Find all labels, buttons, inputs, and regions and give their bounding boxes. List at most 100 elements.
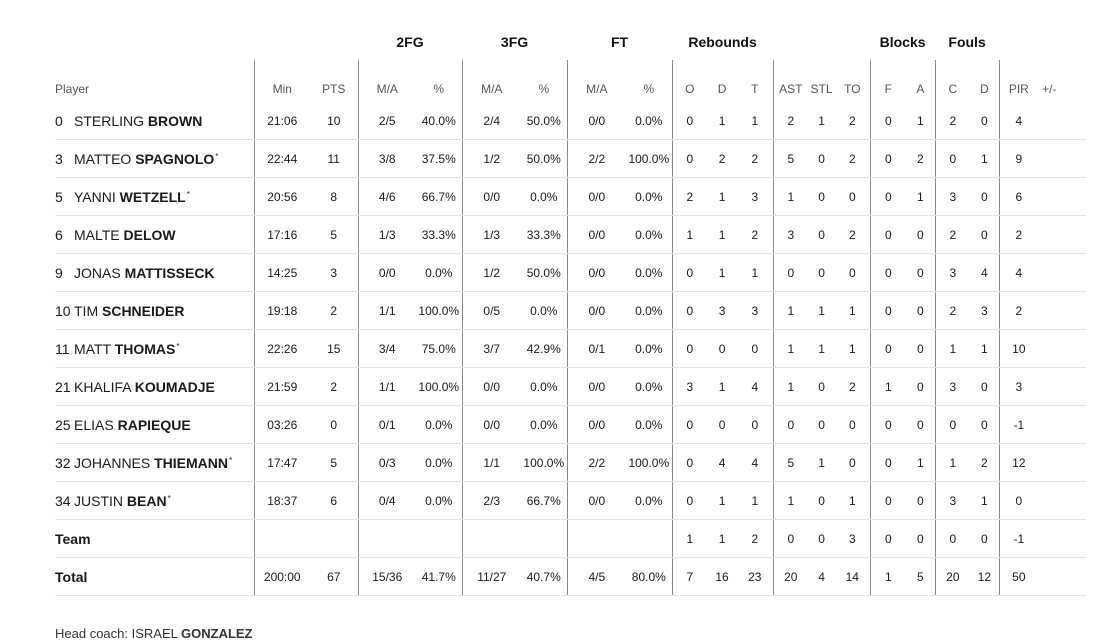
stat-fg3p: 0.0% — [521, 177, 568, 216]
player-cell[interactable]: 9 JONAS MATTISSECK — [55, 253, 254, 292]
stat-fg3: 1/1 — [461, 443, 522, 482]
stat-ft: 0/0 — [566, 177, 627, 216]
player-first-name: ELIAS — [74, 416, 114, 433]
stat-min: 17:47 — [253, 443, 310, 482]
stat-fg3p: 42.9% — [521, 329, 568, 368]
stat-fc: 0 — [934, 139, 971, 178]
head-coach-first: ISRAEL — [131, 626, 178, 641]
stat-pir: 3 — [998, 367, 1039, 406]
stat-to: 0 — [835, 405, 871, 444]
stat-o: 7 — [671, 557, 708, 596]
stat-ast: 1 — [772, 329, 809, 368]
stat-bf: 0 — [869, 139, 907, 178]
stat-fg3: 0/0 — [461, 367, 522, 406]
stat-ast: 1 — [772, 291, 809, 330]
stat-ba: 0 — [906, 329, 936, 368]
stat-ftp: 0.0% — [626, 177, 673, 216]
stat-t: 4 — [737, 443, 774, 482]
stat-pir: 0 — [998, 481, 1039, 520]
stat-pir: 6 — [998, 177, 1039, 216]
stat-ba: 1 — [906, 177, 936, 216]
stat-fg2 — [357, 519, 416, 558]
stat-ast: 5 — [772, 443, 809, 482]
stat-pir: 12 — [998, 443, 1039, 482]
stat-fg2: 1/1 — [357, 367, 416, 406]
player-cell[interactable]: 32 JOHANNES THIEMANN* — [55, 443, 254, 482]
stat-o: 3 — [671, 367, 708, 406]
stat-fd: 4 — [970, 253, 1000, 292]
player-cell[interactable]: 25 ELIAS RAPIEQUE — [55, 405, 254, 444]
stat-min: 21:06 — [253, 102, 310, 140]
group-fouls: Fouls — [948, 34, 986, 50]
stat-fg3p: 100.0% — [521, 443, 568, 482]
col-ft-ma: M/A — [566, 60, 627, 102]
player-cell[interactable]: 5 YANNI WETZELL* — [55, 177, 254, 216]
player-last-name: SPAGNOLO — [135, 150, 215, 167]
stat-ba: 5 — [906, 557, 936, 596]
stat-min: 19:18 — [253, 291, 310, 330]
col-3fg-pct: % — [538, 82, 550, 96]
stat-stl: 1 — [808, 102, 836, 140]
stat-o: 0 — [671, 291, 708, 330]
stat-pir: 4 — [998, 102, 1039, 140]
stat-stl: 0 — [808, 177, 836, 216]
stat-o: 0 — [671, 253, 708, 292]
stat-fd: 0 — [970, 519, 1000, 558]
player-last-name: MATTISSECK — [124, 264, 215, 281]
stat-fd: 0 — [970, 405, 1000, 444]
stat-ba: 0 — [906, 215, 936, 254]
col-stl: STL — [810, 82, 833, 96]
stat-ast: 1 — [772, 177, 809, 216]
stat-fg2p: 0.0% — [416, 443, 463, 482]
stat-stl: 0 — [808, 367, 836, 406]
table-row: 3 MATTEO SPAGNOLO* 22:44 11 3/8 37.5% 1/2 50.0%… — [55, 139, 1087, 178]
stat-ftp: 0.0% — [626, 102, 673, 140]
stat-min: 03:26 — [253, 405, 310, 444]
stat-fg3: 1/3 — [461, 215, 522, 254]
player-cell[interactable]: 10 TIM SCHNEIDER — [55, 291, 254, 330]
stat-ftp: 80.0% — [626, 557, 673, 596]
stat-bf: 0 — [869, 177, 907, 216]
stat-ba: 0 — [906, 519, 936, 558]
stat-d: 1 — [707, 215, 738, 254]
stat-bf: 0 — [869, 481, 907, 520]
stat-ft: 0/0 — [566, 253, 627, 292]
stat-fg2: 0/3 — [357, 443, 416, 482]
stat-pm — [1038, 405, 1087, 444]
stat-bf: 0 — [869, 253, 907, 292]
stat-o: 0 — [671, 139, 708, 178]
stat-o: 0 — [671, 102, 708, 140]
player-cell[interactable]: 3 MATTEO SPAGNOLO* — [55, 139, 254, 178]
stat-fd: 0 — [970, 215, 1000, 254]
starter-mark: * — [176, 341, 180, 351]
player-cell[interactable]: 34 JUSTIN BEAN* — [55, 481, 254, 520]
player-cell[interactable]: 21 KHALIFA KOUMADJE — [55, 367, 254, 406]
stat-t: 2 — [737, 519, 774, 558]
stat-stl: 0 — [808, 215, 836, 254]
team-row: Team 1 1 2 0 0 3 0 0 0 0 -1 — [55, 519, 1087, 558]
column-header-row: Player Min PTS M/A % M/A % M/A % O D T A… — [55, 60, 1086, 102]
stat-ba: 0 — [906, 253, 936, 292]
player-cell[interactable]: 11 MATT THOMAS* — [55, 329, 254, 368]
stat-fc: 2 — [934, 215, 971, 254]
stat-fc: 20 — [934, 557, 971, 596]
stat-fd: 3 — [970, 291, 1000, 330]
stat-pm — [1038, 443, 1087, 482]
stat-fg2: 0/1 — [357, 405, 416, 444]
stat-ft: 0/0 — [566, 405, 627, 444]
stat-pm — [1038, 215, 1087, 254]
stat-fc: 3 — [934, 367, 971, 406]
stat-min — [253, 519, 310, 558]
stat-t: 1 — [737, 253, 774, 292]
group-ft: FT — [610, 34, 629, 50]
player-number: 9 — [55, 264, 63, 281]
stat-pm — [1038, 253, 1087, 292]
stat-ba: 0 — [906, 291, 936, 330]
stat-min: 20:56 — [253, 177, 310, 216]
stat-fg2p: 37.5% — [416, 139, 463, 178]
player-cell[interactable]: 6 MALTE DELOW — [55, 215, 254, 254]
stat-bf: 1 — [869, 367, 907, 406]
player-cell[interactable]: 0 STERLING BROWN — [55, 102, 254, 140]
stat-fg2p: 66.7% — [416, 177, 463, 216]
player-last-name: THOMAS — [114, 340, 176, 357]
